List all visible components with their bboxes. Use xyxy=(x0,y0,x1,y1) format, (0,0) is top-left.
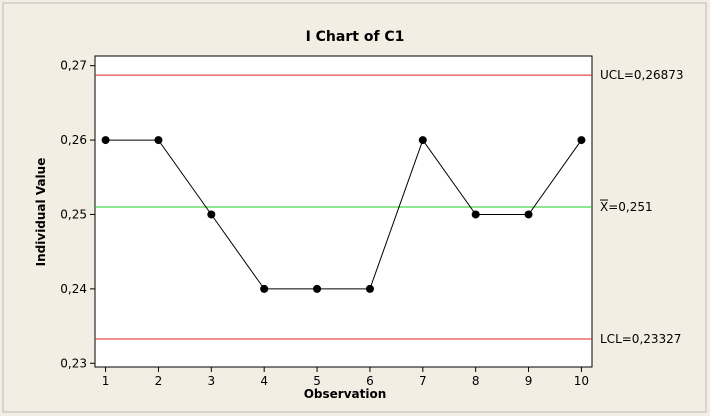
data-point xyxy=(313,284,322,293)
data-point xyxy=(207,210,216,219)
data-point xyxy=(154,136,163,145)
y-axis: 0,23 0,24 0,25 0,26 0,27 xyxy=(60,59,95,370)
x-axis: 1 2 3 4 5 6 7 8 9 10 xyxy=(102,367,589,388)
y-tick-label: 0,25 xyxy=(60,207,87,221)
chart-title: I Chart of C1 xyxy=(306,29,405,45)
y-tick-label: 0,24 xyxy=(60,282,87,296)
x-tick-label: 4 xyxy=(260,374,268,388)
data-point xyxy=(101,136,110,145)
y-tick-label: 0,26 xyxy=(60,133,87,147)
x-tick-label: 2 xyxy=(155,374,163,388)
reference-line-label: X=0,251 xyxy=(600,200,653,214)
x-tick-label: 7 xyxy=(419,374,427,388)
x-tick-label: 9 xyxy=(525,374,533,388)
data-point xyxy=(577,136,586,145)
x-tick-label: 3 xyxy=(207,374,215,388)
x-tick-label: 1 xyxy=(102,374,110,388)
x-tick-label: 6 xyxy=(366,374,374,388)
x-tick-label: 10 xyxy=(574,374,589,388)
y-tick-label: 0,27 xyxy=(60,59,87,73)
x-tick-label: 8 xyxy=(472,374,480,388)
x-axis-title: Observation xyxy=(304,387,387,401)
reference-line-label: LCL=0,23327 xyxy=(600,332,681,346)
reference-lines: UCL=0,26873 X=0,251 LCL=0,23327 xyxy=(95,68,684,346)
x-tick-label: 5 xyxy=(313,374,321,388)
series-c1 xyxy=(101,136,586,293)
reference-line-label: UCL=0,26873 xyxy=(600,68,684,82)
data-line xyxy=(105,139,582,290)
plot-area xyxy=(94,55,593,368)
data-point xyxy=(418,136,427,145)
y-axis-title: Individual Value xyxy=(34,158,48,267)
data-point xyxy=(365,284,374,293)
data-point xyxy=(524,210,533,219)
data-point xyxy=(260,284,269,293)
y-tick-label: 0,23 xyxy=(60,356,87,370)
data-point xyxy=(471,210,480,219)
